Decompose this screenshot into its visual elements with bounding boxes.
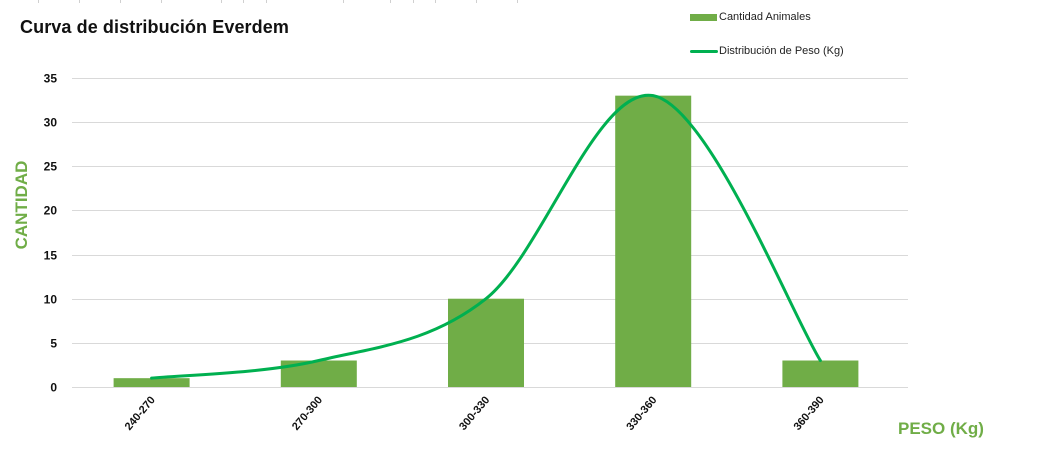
bar [782, 360, 859, 387]
y-axis-ticks: 0 5 10 15 20 25 30 35 [44, 72, 58, 395]
x-axis-ticks: 240-270 270-300 300-330 330-360 360-390 [123, 394, 827, 433]
y-tick-label: 5 [50, 337, 57, 351]
legend-item-line: Distribución de Peso (Kg) [690, 45, 844, 57]
x-tick-label: 360-390 [792, 394, 827, 433]
y-tick-label: 20 [44, 204, 58, 218]
y-tick-label: 10 [44, 293, 58, 307]
x-tick-label: 270-300 [290, 394, 325, 433]
bar [448, 298, 524, 387]
y-tick-label: 15 [44, 249, 58, 263]
bar [615, 95, 692, 388]
bar-series [113, 95, 859, 388]
y-tick-label: 25 [44, 160, 58, 174]
distribution-curve [150, 94, 822, 380]
chart-title: Curva de distribución Everdem [20, 17, 289, 37]
y-tick-label: 30 [44, 116, 58, 130]
bar-swatch-icon [690, 13, 717, 21]
y-tick-label: 35 [44, 72, 58, 86]
x-axis-title: PESO (Kg) [898, 419, 984, 438]
legend-label: Distribución de Peso (Kg) [719, 45, 844, 57]
bar [113, 378, 190, 387]
x-tick-label: 240-270 [123, 394, 158, 433]
legend-item-bars: Cantidad Animales [690, 11, 811, 23]
x-tick-label: 330-360 [624, 394, 659, 433]
top-edge-ticks [0, 0, 1062, 3]
line-swatch-icon [690, 49, 718, 53]
legend-label: Cantidad Animales [719, 11, 811, 23]
y-tick-label: 0 [50, 381, 57, 395]
x-tick-label: 300-330 [457, 394, 492, 433]
